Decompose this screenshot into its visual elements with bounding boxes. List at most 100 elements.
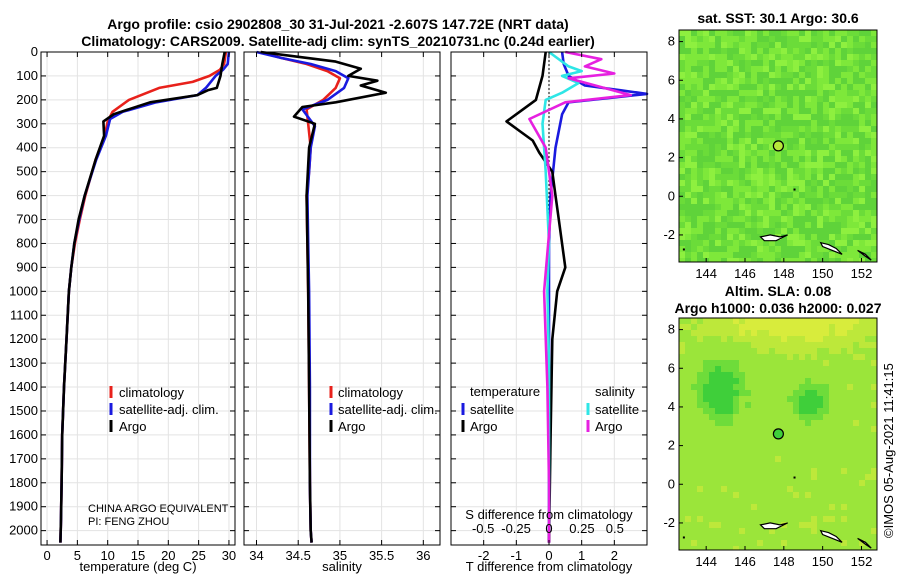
map-cell xyxy=(865,372,871,378)
map-cell xyxy=(799,402,805,408)
map-cell xyxy=(691,84,697,90)
map-cell xyxy=(685,150,691,156)
map-cell xyxy=(829,462,835,468)
map-cell xyxy=(727,252,733,258)
map-cell xyxy=(769,342,775,348)
map-cell xyxy=(721,108,727,114)
map-cell xyxy=(781,186,787,192)
map-cell xyxy=(745,504,751,510)
map-cell xyxy=(847,42,853,48)
map-cell xyxy=(811,360,817,366)
map-cell xyxy=(817,420,823,426)
map-cell xyxy=(745,492,751,498)
map-cell xyxy=(775,78,781,84)
map-cell xyxy=(685,492,691,498)
map-cell xyxy=(685,192,691,198)
map-cell xyxy=(715,516,721,522)
map-cell xyxy=(787,216,793,222)
map-cell xyxy=(739,474,745,480)
map-cell xyxy=(769,360,775,366)
map-cell xyxy=(763,54,769,60)
map-cell xyxy=(811,66,817,72)
map-cell xyxy=(739,120,745,126)
map-cell xyxy=(733,504,739,510)
coastline xyxy=(857,249,872,261)
map-cell xyxy=(805,138,811,144)
map-cell xyxy=(853,126,859,132)
map-cell xyxy=(841,48,847,54)
map-cell xyxy=(835,390,841,396)
map-cell xyxy=(811,96,817,102)
map-cell xyxy=(685,510,691,516)
map-cell xyxy=(763,516,769,522)
map-cell xyxy=(703,48,709,54)
map-cell xyxy=(853,354,859,360)
map-cell xyxy=(835,258,841,262)
map-cell xyxy=(769,408,775,414)
map-cell xyxy=(697,228,703,234)
map-cell xyxy=(871,402,877,408)
map-cell xyxy=(721,504,727,510)
map-cell xyxy=(739,186,745,192)
map-cell xyxy=(775,150,781,156)
map-cell xyxy=(751,372,757,378)
map-cell xyxy=(841,468,847,474)
map-cell xyxy=(799,444,805,450)
map-cell xyxy=(859,438,865,444)
map-cell xyxy=(847,150,853,156)
map-cell xyxy=(727,420,733,426)
map-cell xyxy=(685,84,691,90)
top-x-axis-label: S difference from climatology xyxy=(465,507,633,522)
map-cell xyxy=(847,510,853,516)
map-cell xyxy=(823,474,829,480)
map-cell xyxy=(805,48,811,54)
map-cell xyxy=(823,378,829,384)
map-cell xyxy=(787,504,793,510)
map-cell xyxy=(685,228,691,234)
map-cell xyxy=(763,510,769,516)
map-cell xyxy=(697,420,703,426)
map-cell xyxy=(769,198,775,204)
map-cell xyxy=(787,174,793,180)
map-cell xyxy=(745,378,751,384)
map-cell xyxy=(805,198,811,204)
map-cell xyxy=(781,150,787,156)
map-cell xyxy=(835,366,841,372)
map-cell xyxy=(823,258,829,262)
map-cell xyxy=(847,474,853,480)
map-cell xyxy=(841,204,847,210)
map-cell xyxy=(739,504,745,510)
map-cell xyxy=(865,540,871,546)
map-cell xyxy=(835,318,841,324)
map-cell xyxy=(733,132,739,138)
map-cell xyxy=(733,96,739,102)
map-cell xyxy=(703,60,709,66)
map-cell xyxy=(817,216,823,222)
map-cell xyxy=(745,192,751,198)
map-cell xyxy=(715,498,721,504)
map-cell xyxy=(781,408,787,414)
map-cell xyxy=(697,138,703,144)
map-cell xyxy=(733,108,739,114)
map-cell xyxy=(745,36,751,42)
map-cell xyxy=(811,198,817,204)
map-cell xyxy=(871,258,877,262)
map-cell xyxy=(817,438,823,444)
map-cell xyxy=(757,30,763,36)
map-cell xyxy=(835,456,841,462)
map-cell xyxy=(811,396,817,402)
map-cell xyxy=(685,120,691,126)
map-cell xyxy=(715,156,721,162)
map-cell xyxy=(799,126,805,132)
map-cell xyxy=(865,450,871,456)
map-cell xyxy=(733,60,739,66)
map-cell xyxy=(853,402,859,408)
map-cell xyxy=(715,318,721,324)
map-cell xyxy=(715,204,721,210)
map-cell xyxy=(679,138,685,144)
map-cell xyxy=(679,342,685,348)
map-cell xyxy=(793,54,799,60)
map-cell xyxy=(739,378,745,384)
map-cell xyxy=(727,384,733,390)
map-cell xyxy=(679,540,685,546)
